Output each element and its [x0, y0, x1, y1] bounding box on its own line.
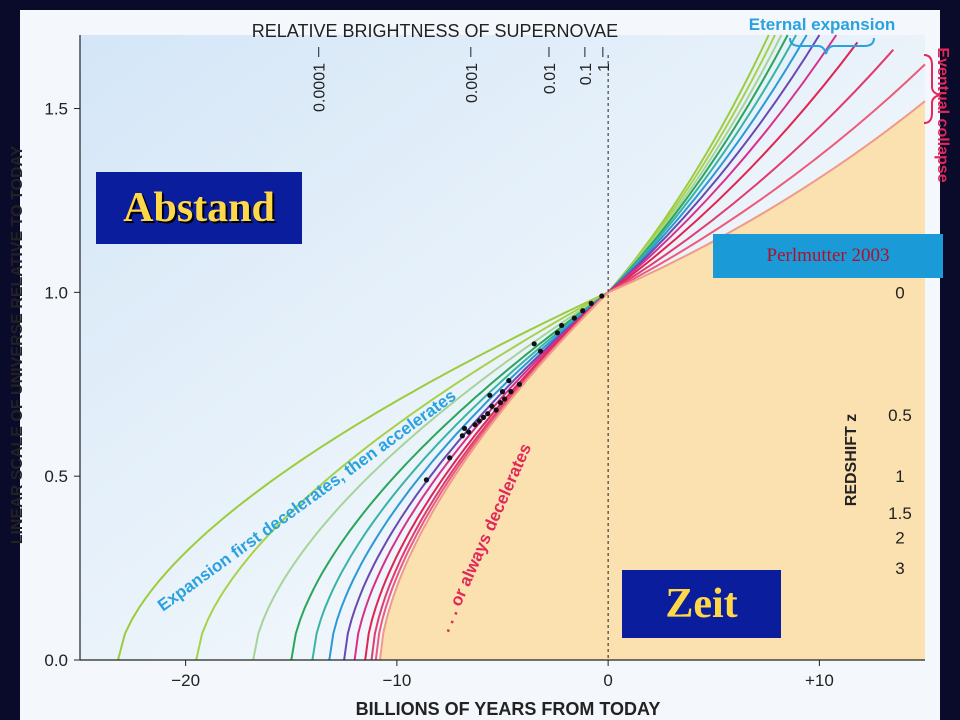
model-curve-1	[117, 34, 770, 661]
redshift-tick-label: 1	[895, 467, 904, 486]
supernova-point	[508, 389, 514, 395]
supernova-point	[423, 477, 430, 483]
supernova-point	[516, 381, 523, 387]
model-curve-4	[290, 34, 789, 661]
supernova-point	[447, 455, 453, 461]
supernova-point	[466, 429, 472, 435]
x-tick-label: −10	[382, 671, 411, 690]
model-curve-10	[370, 49, 895, 661]
model-curve-2	[195, 34, 776, 661]
y-tick-label: 0.5	[44, 467, 68, 486]
model-curve-5	[311, 34, 797, 661]
distance-label: Abstand	[96, 172, 302, 244]
eternal-expansion-label: Eternal expansion	[749, 15, 895, 34]
model-curve-9	[364, 41, 859, 661]
brightness-tick-label: 1	[596, 63, 613, 72]
y-axis-label: LINEAR SCALE OF UNIVERSE RELATIVE TO TOD…	[9, 145, 26, 544]
chart-title: RELATIVE BRIGHTNESS OF SUPERNOVAE	[252, 21, 618, 41]
brightness-ticks: 0.0001 0.001 0.01 0.1 1	[312, 47, 613, 112]
supernova-point	[502, 396, 508, 402]
model-curve-6	[328, 34, 808, 661]
model-curve-11	[374, 63, 926, 661]
model-curve-3	[252, 34, 783, 661]
supernova-point	[554, 330, 561, 336]
brightness-tick-label: 0.0001	[312, 63, 329, 112]
supernova-point	[485, 411, 491, 417]
supernova-point	[497, 400, 503, 406]
eventual-collapse-label: Eventual collapse	[934, 47, 951, 182]
axes	[79, 35, 925, 661]
supernova-point	[459, 433, 465, 439]
x-tick-label: 0	[603, 671, 612, 690]
y-tick-label: 1.5	[44, 100, 68, 119]
x-tick-label: +10	[805, 671, 834, 690]
redshift-axis-label: REDSHIFT z	[843, 414, 860, 506]
eventual-collapse-brace	[923, 54, 941, 124]
supernova-points	[423, 293, 605, 483]
eternal-expansion-brace	[789, 37, 875, 55]
y-ticks: 0.0 0.5 1.0 1.5	[44, 100, 80, 670]
model-curves	[117, 34, 926, 661]
supernova-point	[461, 425, 468, 431]
model-curve-8	[353, 34, 838, 661]
supernova-point	[487, 392, 493, 398]
supernova-point	[472, 422, 478, 428]
supernova-point	[499, 389, 506, 395]
supernova-point	[571, 315, 577, 321]
brightness-tick-label: 0.01	[542, 63, 559, 94]
redshift-tick-label: 2	[895, 529, 904, 548]
supernova-point	[531, 341, 537, 347]
brightness-tick-label: 0.1	[578, 63, 595, 85]
supernova-point	[506, 377, 512, 384]
time-label: Zeit	[622, 570, 781, 638]
x-axis-label: BILLIONS OF YEARS FROM TODAY	[356, 699, 661, 719]
supernova-point	[537, 348, 544, 354]
supernova-point	[580, 308, 586, 314]
supernova-point	[493, 407, 499, 413]
redshift-tick-label: 3	[895, 559, 904, 578]
supernova-point	[559, 322, 565, 329]
redshift-tick-label: 1.5	[888, 504, 912, 523]
y-tick-label: 1.0	[44, 283, 68, 302]
supernova-point	[480, 414, 487, 420]
redshift-tick-label: 0	[895, 283, 904, 302]
supernova-point	[489, 403, 495, 409]
supernova-point	[599, 293, 605, 299]
supernova-point	[476, 418, 482, 424]
redshift-tick-label: 0.5	[888, 406, 912, 425]
y-tick-label: 0.0	[44, 651, 68, 670]
brightness-tick-label: 0.001	[464, 63, 481, 103]
source-label: Perlmutter 2003	[713, 234, 943, 278]
supernova-point	[588, 300, 594, 306]
x-tick-label: −20	[171, 671, 200, 690]
x-ticks: −20 −10 0 +10	[171, 660, 834, 690]
model-curve-7	[343, 34, 821, 661]
model-curve-12	[379, 100, 926, 661]
redshift-ticks: 0 0.5 1 1.5 2 3	[888, 283, 912, 578]
